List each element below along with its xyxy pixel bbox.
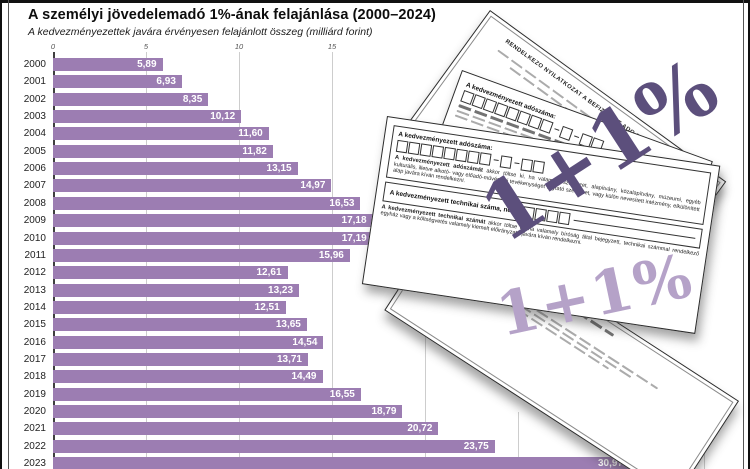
year-label: 2004 [23,128,46,140]
bar-2006: 13,15 [53,162,298,176]
year-label: 2012 [23,267,46,279]
bar-2012: 12,61 [53,266,288,280]
x-axis-tick-label: 0 [50,42,56,51]
year-label: 2013 [23,284,46,296]
bar-2007: 14,97 [53,179,332,193]
bar-2013: 13,23 [53,283,300,297]
bar-2008: 16,53 [53,196,361,210]
year-label: 2022 [23,440,46,452]
bar-2021: 20,72 [53,422,439,436]
gridline [704,448,705,469]
year-label: 2017 [23,353,46,365]
bar-value-label: 8,35 [182,93,203,105]
page-title: A személyi jövedelemadó 1%-ának felajánl… [28,7,436,23]
character-box [407,141,421,155]
frame-left-line-outer [0,0,2,469]
bar-2009: 17,18 [53,214,373,228]
bar-value-label: 14,49 [291,371,317,383]
year-label: 2001 [23,76,46,88]
bar-2015: 13,65 [53,318,307,332]
frame-left-line-inner [7,0,9,469]
x-axis-tick-label: 5 [143,42,149,51]
bar-value-label: 11,82 [242,145,267,157]
year-label: 2021 [23,423,46,435]
bar-2002: 8,35 [53,92,209,106]
bar-2010: 17,19 [53,231,373,245]
bar-value-label: 15,96 [318,249,344,261]
bar-value-label: 20,72 [407,423,433,435]
gridline [518,412,519,469]
bar-2016: 14,54 [53,335,324,349]
year-label: 2006 [23,163,46,175]
bar-2003: 10,12 [53,110,242,124]
year-label: 2016 [23,336,46,348]
bar-value-label: 13,23 [268,284,294,296]
bar-2000: 5,89 [53,58,163,71]
bar-value-label: 16,53 [329,197,355,209]
bar-value-label: 13,15 [266,163,292,175]
bar-value-label: 18,79 [371,406,397,417]
gridline [425,313,426,469]
year-label: 2003 [23,111,46,123]
character-box [395,139,409,153]
character-box [443,146,457,160]
bar-value-label: 11,60 [238,128,263,140]
bar-2023: 30,97 [53,457,630,469]
bar-value-label: 14,97 [300,180,326,192]
character-box [431,144,445,159]
bar-2019: 16,55 [53,387,361,401]
year-label: 2020 [23,406,46,417]
bar-2005: 11,82 [53,144,273,158]
bar-2014: 12,51 [53,300,286,314]
year-label: 2019 [23,388,46,400]
bar-value-label: 12,61 [256,267,282,279]
bar-value-label: 10,12 [210,111,236,123]
bar-value-label: 17,18 [341,215,367,227]
x-axis-tick-label: 15 [327,42,337,51]
bar-value-label: 13,71 [276,353,302,365]
year-label: 2002 [23,93,46,105]
frame-right-line-inner [742,0,744,469]
year-label: 2023 [23,458,46,469]
bar-2004: 11,60 [53,127,269,141]
bar-2017: 13,71 [53,352,308,366]
bar-2001: 6,93 [53,75,182,89]
year-label: 2015 [23,319,46,331]
bar-2022: 23,75 [53,439,495,453]
year-label: 2000 [23,59,46,70]
frame-top-line [0,0,750,3]
bar-value-label: 14,54 [292,336,318,348]
character-box [419,142,433,157]
x-axis-tick-label: 10 [234,42,244,51]
bar-2018: 14,49 [53,370,323,384]
year-label: 2005 [23,145,46,157]
year-label: 2014 [23,301,46,313]
page-subtitle: A kedvezményezettek javára érvényesen fe… [28,26,373,38]
bar-value-label: 16,55 [329,388,355,400]
bar-value-label: 13,65 [275,319,301,331]
year-label: 2018 [23,371,46,383]
bar-2011: 15,96 [53,248,350,262]
bar-value-label: 17,19 [341,232,367,244]
year-label: 2011 [24,249,46,261]
bar-value-label: 23,75 [463,440,489,452]
bar-2020: 18,79 [53,405,403,418]
year-label: 2007 [23,180,46,192]
frame-right-line-outer [747,0,750,469]
bar-value-label: 5,89 [137,59,157,70]
bar-value-label: 12,51 [254,301,280,313]
character-box [455,148,468,162]
year-label: 2008 [23,197,46,209]
bar-value-label: 6,93 [156,76,176,88]
bar-value-label: 30,97 [598,458,624,469]
year-label: 2010 [23,232,46,244]
year-label: 2009 [23,215,46,227]
